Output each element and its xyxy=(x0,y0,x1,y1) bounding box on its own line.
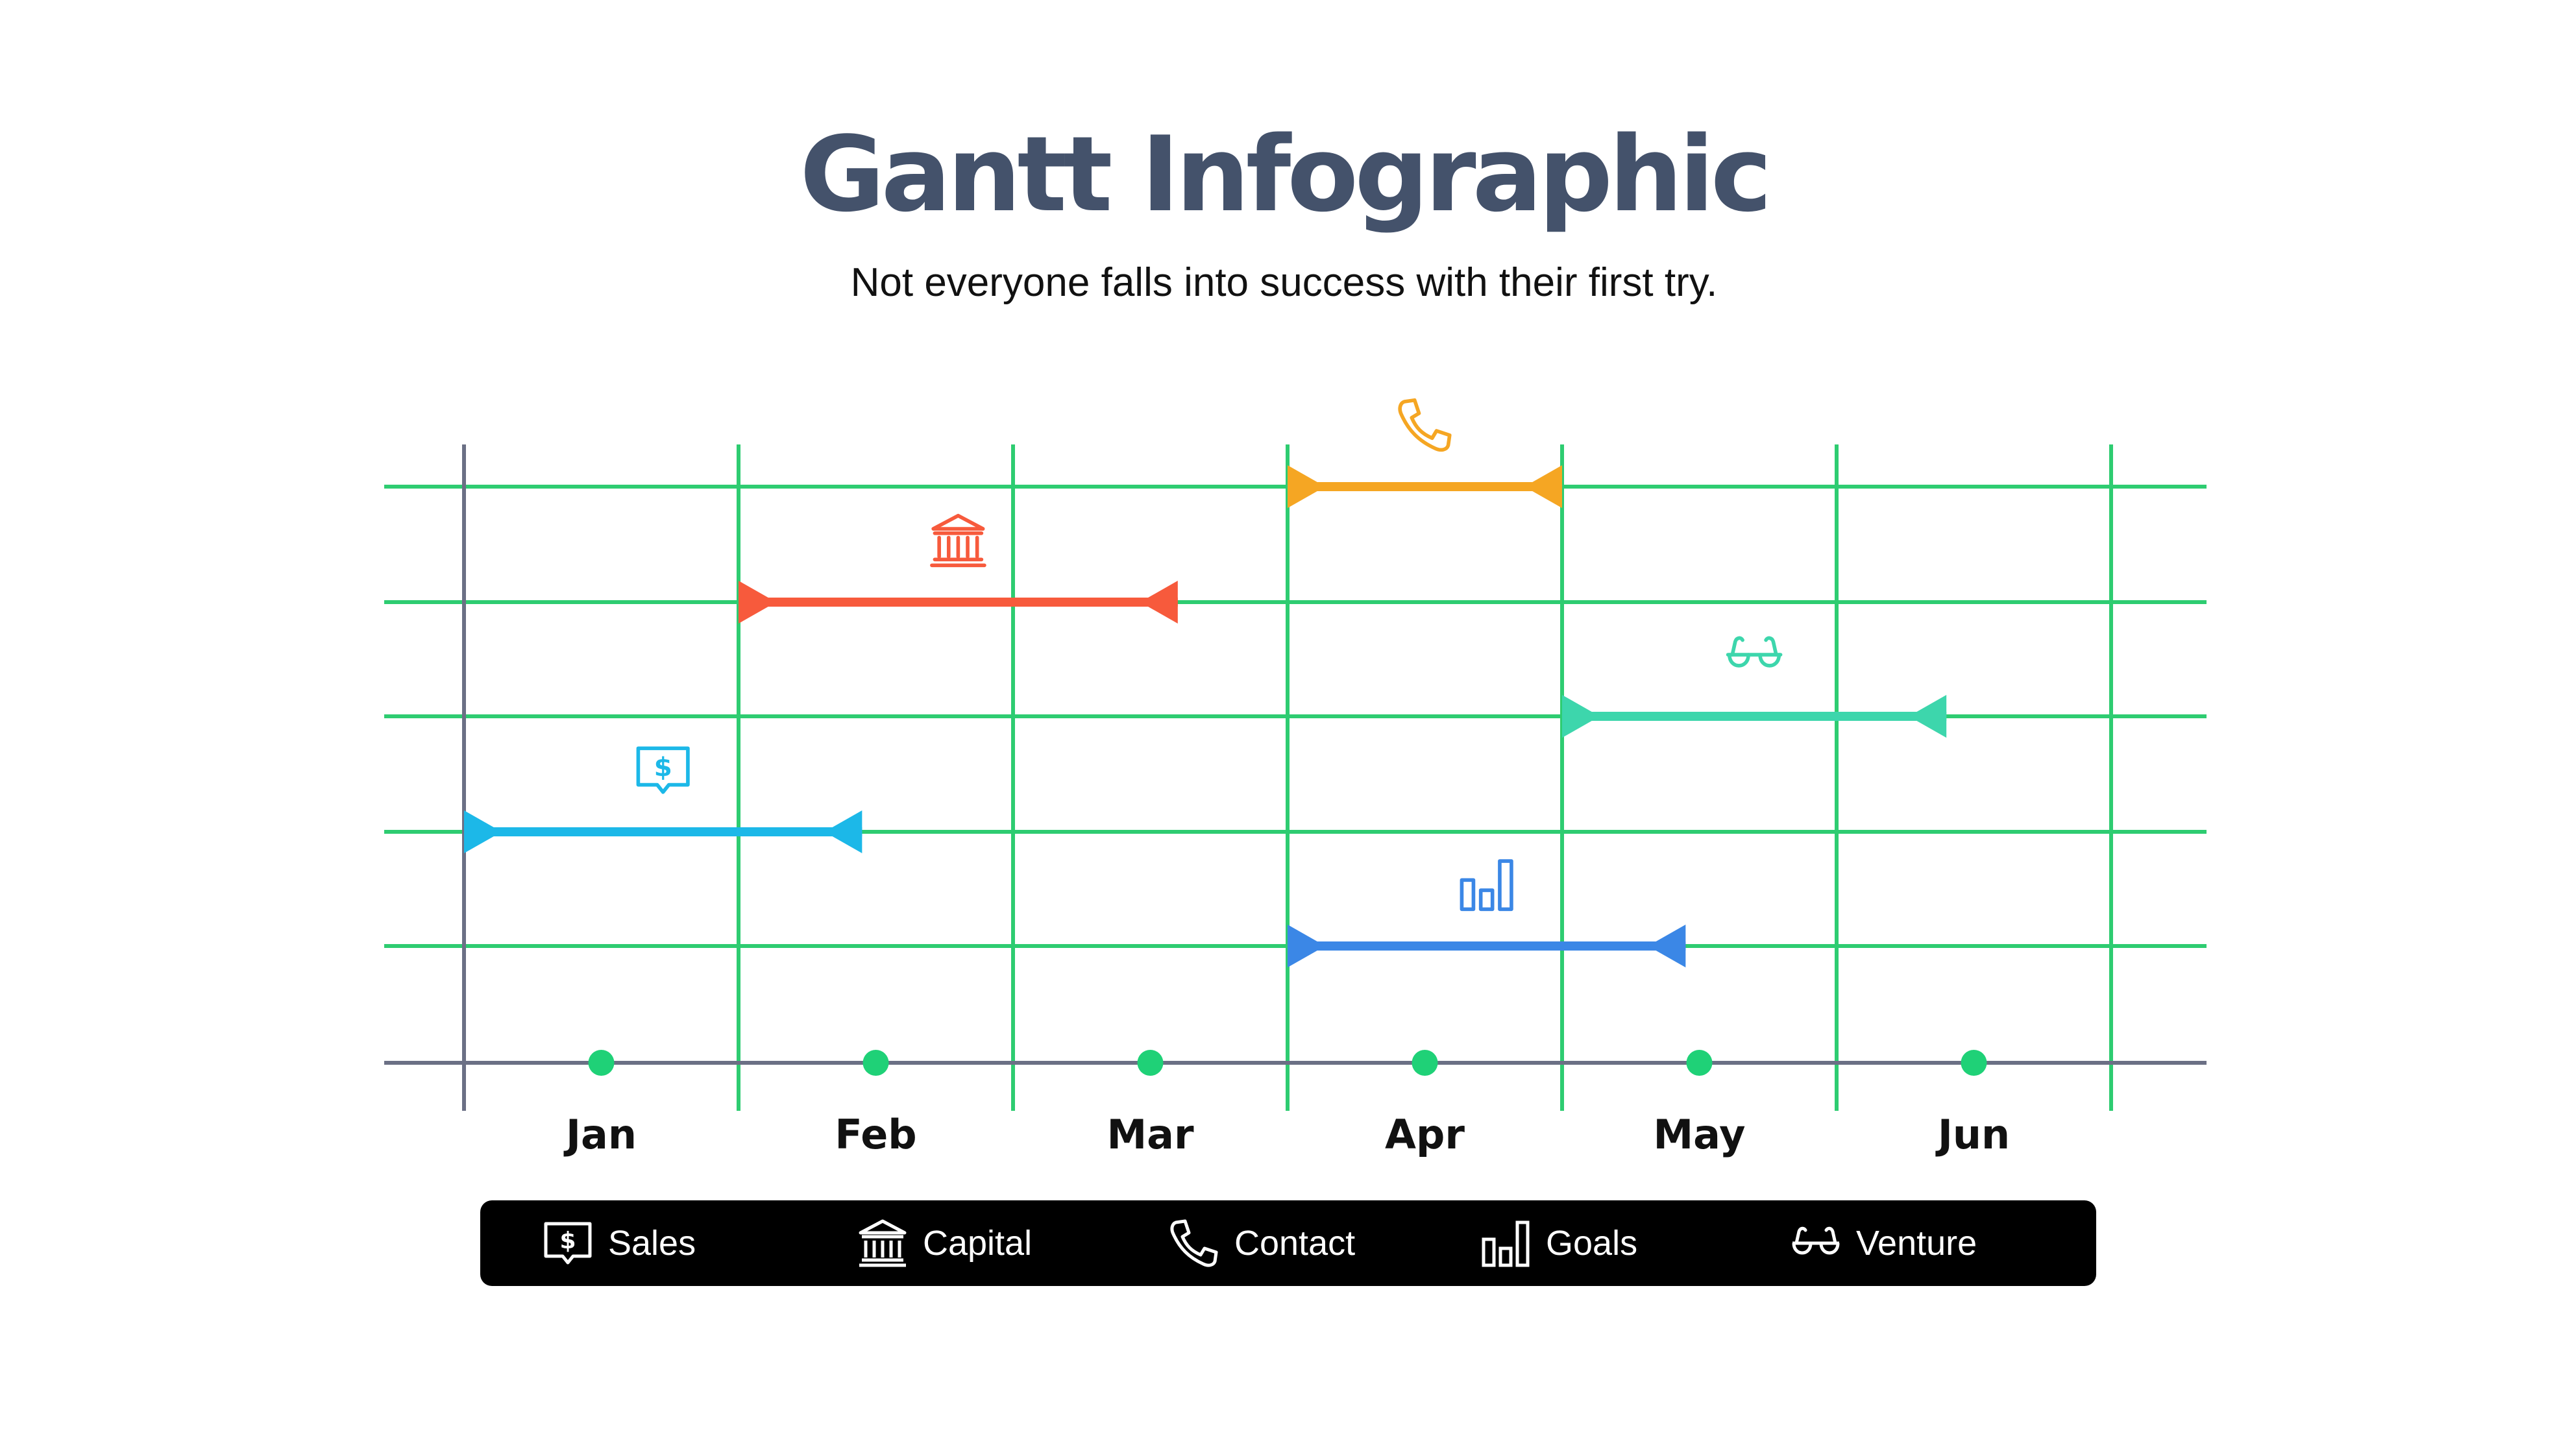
month-label: Jun xyxy=(1935,1111,2010,1158)
bar-start-arrow xyxy=(1288,465,1325,508)
bar-start-arrow xyxy=(1288,925,1325,967)
month-label: May xyxy=(1653,1111,1745,1158)
legend-item-capital: Capital xyxy=(857,1200,1032,1286)
phone-icon xyxy=(1170,1219,1218,1267)
bar-chart-icon xyxy=(1460,859,1513,912)
legend: $ Sales Capital Contact Goals Venture xyxy=(480,1200,2096,1286)
legend-label: Capital xyxy=(923,1224,1033,1263)
bar-end-arrow xyxy=(824,810,862,853)
legend-label: Sales xyxy=(608,1224,696,1263)
month-marker xyxy=(588,1050,615,1076)
bar-end-arrow xyxy=(1909,695,1947,738)
bars-layer: $ xyxy=(464,398,1947,967)
labels-layer: Jan Feb Mar Apr May Jun xyxy=(563,1111,2010,1158)
page-subtitle: Not everyone falls into success with the… xyxy=(850,260,1718,305)
legend-item-contact: Contact xyxy=(1168,1200,1355,1286)
gantt-bar-goals xyxy=(1288,859,1686,967)
glasses-icon xyxy=(1792,1226,1840,1255)
month-marker xyxy=(1412,1050,1438,1076)
month-marker xyxy=(1961,1050,1987,1076)
gantt-chart: $ Jan Feb Mar Apr May Jun xyxy=(384,398,2207,1158)
svg-text:$: $ xyxy=(654,751,672,783)
month-label: Feb xyxy=(835,1111,916,1158)
legend-item-sales: $ Sales xyxy=(542,1200,696,1286)
grid-layer xyxy=(384,444,2207,1111)
bar-end-arrow xyxy=(1648,925,1686,967)
dollar-chat-icon: $ xyxy=(544,1222,592,1265)
gantt-bar-contact xyxy=(1288,398,1562,508)
bar-end-arrow xyxy=(1524,465,1562,508)
legend-label: Venture xyxy=(1856,1224,1977,1263)
phone-icon xyxy=(1398,398,1452,452)
bar-end-arrow xyxy=(1140,581,1178,624)
svg-text:$: $ xyxy=(559,1228,576,1254)
gantt-bar-sales: $ xyxy=(464,746,862,853)
gantt-bar-capital xyxy=(739,513,1178,624)
legend-label: Contact xyxy=(1234,1224,1356,1263)
legend-label: Goals xyxy=(1546,1224,1638,1263)
month-label: Jan xyxy=(563,1111,637,1158)
bar-start-arrow xyxy=(464,810,502,853)
page-title: Gantt Infographic xyxy=(800,114,1772,235)
bar-chart-icon xyxy=(1482,1220,1530,1267)
month-marker xyxy=(1137,1050,1164,1076)
legend-item-venture: Venture xyxy=(1790,1200,1977,1286)
gantt-bar-venture xyxy=(1562,636,1947,738)
dollar-chat-icon: $ xyxy=(636,746,690,794)
legend-item-goals: Goals xyxy=(1480,1200,1637,1286)
month-label: Apr xyxy=(1385,1111,1465,1158)
bank-icon xyxy=(930,513,986,568)
month-marker xyxy=(862,1050,889,1076)
month-marker xyxy=(1686,1050,1713,1076)
bank-icon xyxy=(859,1219,907,1267)
bar-start-arrow xyxy=(739,581,776,624)
month-label: Mar xyxy=(1107,1111,1194,1158)
glasses-icon xyxy=(1726,636,1783,668)
bar-start-arrow xyxy=(1562,695,1600,738)
